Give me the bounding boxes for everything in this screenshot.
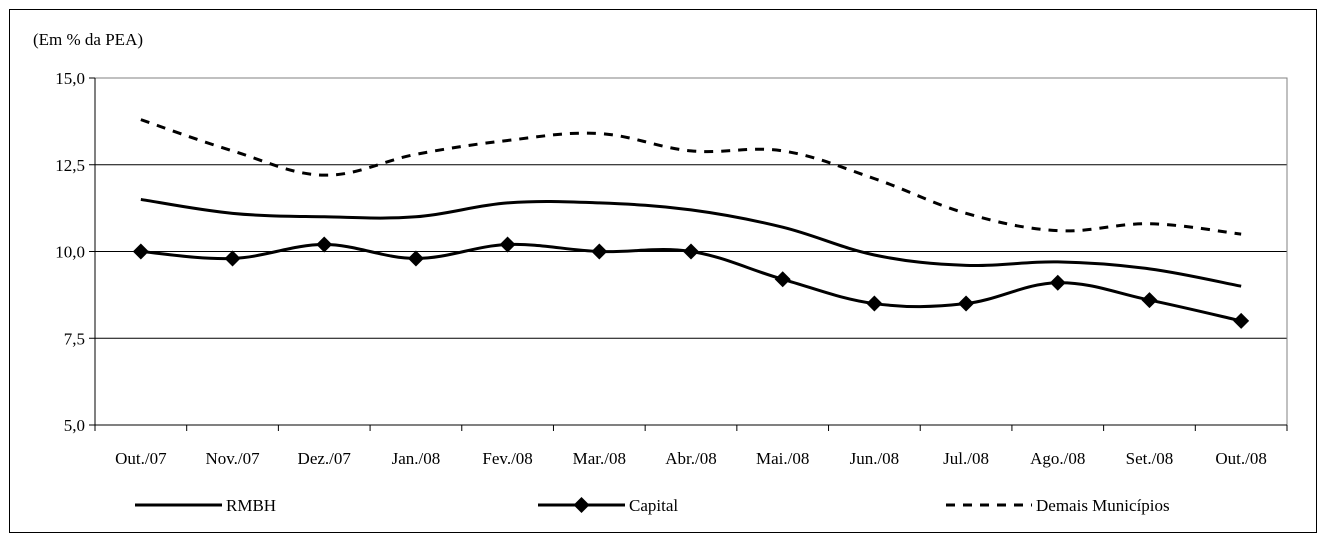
x-tick-label: Jan./08 bbox=[392, 449, 441, 468]
y-axis-ticks: 5,0 7,5 10,0 12,5 15,0 bbox=[55, 69, 96, 435]
data-point-capital bbox=[316, 236, 333, 253]
legend-label-capital: Capital bbox=[629, 496, 678, 515]
series-line-rmbh bbox=[140, 197, 1242, 288]
data-point-capital bbox=[1049, 274, 1066, 291]
data-point-capital bbox=[407, 250, 424, 267]
legend-label-rmbh: RMBH bbox=[226, 496, 276, 515]
data-point-capital bbox=[132, 243, 149, 260]
x-tick-label: Out./08 bbox=[1215, 449, 1266, 468]
x-tick-label: Nov./07 bbox=[205, 449, 260, 468]
x-tick-label: Dez./07 bbox=[298, 449, 352, 468]
data-point-capital bbox=[1141, 292, 1158, 309]
series-line-demais-munic-pios bbox=[140, 118, 1242, 236]
legend: RMBH Capital Demais Municípios bbox=[135, 496, 1170, 515]
x-tick-label: Ago./08 bbox=[1030, 449, 1085, 468]
unit-label: (Em % da PEA) bbox=[33, 30, 143, 49]
y-tick-label: 7,5 bbox=[64, 329, 85, 348]
x-tick-label: Set./08 bbox=[1126, 449, 1174, 468]
x-tick-label: Jul./08 bbox=[943, 449, 989, 468]
y-tick-label: 12,5 bbox=[55, 156, 85, 175]
data-point-capital bbox=[1233, 312, 1250, 329]
data-point-capital bbox=[774, 271, 791, 288]
series-lines bbox=[132, 118, 1250, 329]
y-tick-label: 5,0 bbox=[64, 416, 85, 435]
data-point-capital bbox=[499, 236, 516, 253]
x-tick-label: Out./07 bbox=[115, 449, 167, 468]
data-point-capital bbox=[866, 295, 883, 312]
x-tick-label: Mai./08 bbox=[756, 449, 809, 468]
x-tick-label: Fev./08 bbox=[482, 449, 532, 468]
x-tick-label: Jun./08 bbox=[850, 449, 900, 468]
y-tick-label: 10,0 bbox=[55, 243, 85, 262]
legend-marker-capital bbox=[573, 497, 590, 513]
x-tick-label: Abr./08 bbox=[665, 449, 716, 468]
y-tick-label: 15,0 bbox=[55, 69, 85, 88]
data-point-capital bbox=[224, 250, 241, 267]
x-axis: Out./07 Nov./07 Dez./07 Jan./08 Fev./08 Mar./… bbox=[94, 424, 1288, 468]
data-point-capital bbox=[958, 295, 975, 312]
legend-label-demais-munic-pios: Demais Municípios bbox=[1036, 496, 1170, 515]
x-tick-label: Mar./08 bbox=[573, 449, 626, 468]
data-point-capital bbox=[591, 243, 608, 260]
chart-frame bbox=[9, 9, 1317, 533]
data-point-capital bbox=[683, 243, 699, 260]
